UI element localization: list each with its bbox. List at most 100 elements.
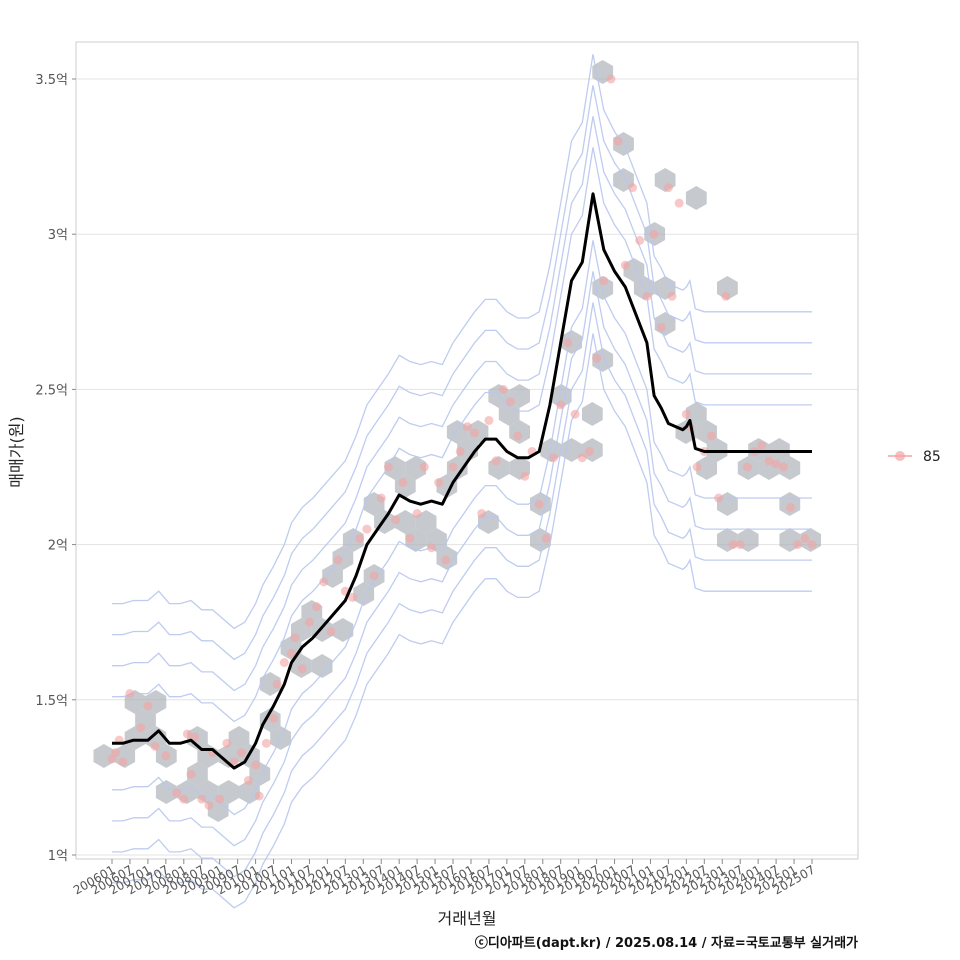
transaction-point	[556, 400, 566, 410]
y-tick-label: 3억	[48, 228, 68, 243]
transaction-point	[793, 540, 803, 550]
density-contour	[112, 240, 812, 816]
transaction-point	[498, 384, 508, 394]
transaction-point	[426, 543, 436, 553]
transaction-point	[312, 602, 322, 612]
transaction-point	[757, 440, 767, 450]
transaction-point	[369, 571, 379, 581]
transaction-point	[215, 794, 225, 804]
transaction-point	[649, 229, 659, 239]
y-axis-title: 매매가(원)	[7, 416, 26, 487]
transaction-point	[398, 478, 408, 488]
transaction-point	[448, 462, 458, 472]
transaction-point	[319, 577, 329, 587]
transaction-point	[728, 540, 738, 550]
transaction-point	[778, 462, 788, 472]
moving-average-line	[112, 192, 812, 770]
transaction-point	[419, 462, 429, 472]
transaction-point	[613, 136, 623, 146]
transaction-point	[785, 502, 795, 512]
transaction-point	[269, 713, 279, 723]
transaction-point	[161, 751, 171, 761]
transaction-point	[505, 397, 515, 407]
transaction-points	[107, 74, 817, 810]
transaction-point	[179, 794, 189, 804]
transaction-point	[261, 738, 271, 748]
trend-line	[112, 192, 812, 770]
transaction-point	[412, 509, 422, 519]
transaction-point	[254, 791, 264, 801]
transaction-point	[635, 235, 645, 245]
transaction-point	[584, 446, 594, 456]
transaction-point	[667, 291, 677, 301]
transaction-point	[692, 462, 702, 472]
density-contour	[112, 85, 812, 661]
transaction-point	[251, 760, 261, 770]
transaction-point	[391, 515, 401, 525]
y-tick-label: 2.5억	[35, 383, 68, 398]
transaction-point	[491, 456, 501, 466]
transaction-point	[143, 701, 153, 711]
transaction-point	[125, 689, 135, 699]
transaction-point	[333, 555, 343, 565]
transaction-point	[628, 183, 638, 193]
transaction-point	[513, 431, 523, 441]
hexbin	[405, 456, 427, 480]
transaction-point	[405, 533, 415, 543]
transaction-point	[304, 617, 314, 627]
transaction-point	[484, 415, 494, 425]
transaction-point	[721, 291, 731, 301]
transaction-point	[800, 533, 810, 543]
hexbin	[394, 510, 416, 534]
gridlines	[76, 78, 858, 856]
hexbin	[498, 402, 520, 426]
transaction-point	[136, 723, 146, 733]
transaction-point	[706, 431, 716, 441]
transaction-point	[297, 664, 307, 674]
y-tick-label: 1.5억	[35, 694, 68, 709]
transaction-point	[534, 499, 544, 509]
transaction-point	[663, 183, 673, 193]
legend: 85	[888, 449, 941, 465]
density-contour	[112, 116, 812, 692]
y-tick-label: 3.5억	[35, 73, 68, 88]
transaction-point	[592, 353, 602, 363]
transaction-point	[599, 276, 609, 286]
transaction-point	[642, 291, 652, 301]
transaction-point	[714, 493, 724, 503]
transaction-point	[355, 533, 365, 543]
transaction-point	[764, 456, 774, 466]
transaction-point	[606, 74, 616, 84]
transaction-point	[348, 592, 358, 602]
hexbin	[187, 762, 208, 786]
hexbin	[332, 618, 354, 642]
hexbin	[685, 186, 707, 210]
source-caption: ⓒ디아파트(dapt.kr) / 2025.08.14 / 자료=국토교통부 실…	[475, 935, 858, 951]
transaction-point	[563, 338, 573, 348]
transaction-point	[236, 748, 246, 758]
transaction-point	[656, 322, 666, 332]
transaction-point	[520, 471, 530, 481]
transaction-point	[272, 679, 282, 689]
transaction-point	[434, 478, 444, 488]
transaction-point	[186, 769, 196, 779]
transaction-point	[549, 453, 559, 463]
hexbin	[696, 456, 717, 480]
hexbin	[239, 780, 260, 804]
transaction-point	[735, 540, 745, 550]
y-tick-label: 2억	[48, 539, 68, 554]
transaction-point	[620, 260, 630, 270]
transaction-point	[462, 422, 472, 432]
transaction-point	[111, 748, 121, 758]
transaction-point	[290, 633, 300, 643]
transaction-point	[441, 555, 451, 565]
hexbin	[779, 456, 801, 480]
density-contour	[112, 54, 812, 630]
density-contour	[112, 271, 812, 847]
transaction-point	[771, 459, 781, 469]
hexbin	[228, 726, 250, 750]
density-contour	[112, 147, 812, 723]
transaction-point	[383, 462, 393, 472]
transaction-point	[376, 493, 386, 503]
